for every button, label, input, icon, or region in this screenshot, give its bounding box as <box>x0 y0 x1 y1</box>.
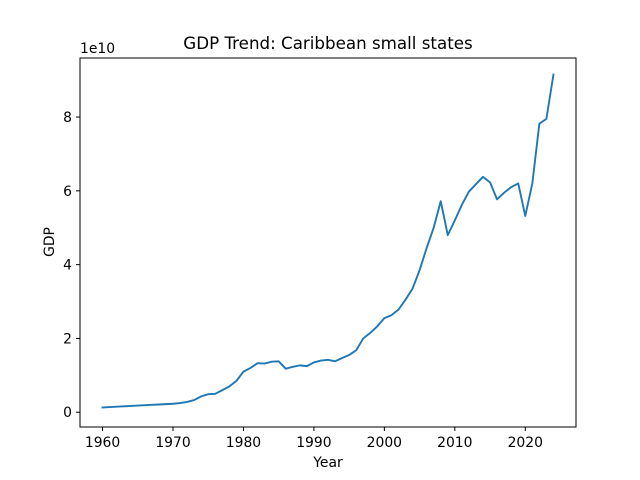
chart-title: GDP Trend: Caribbean small states <box>183 33 472 53</box>
x-tick-label: 2000 <box>367 435 402 451</box>
x-tick-label: 2010 <box>437 435 472 451</box>
y-offset-text: 1e10 <box>80 41 115 57</box>
x-axis-title: Year <box>312 455 343 471</box>
gdp-series-line <box>101 73 555 409</box>
y-tick-label: 6 <box>63 184 72 200</box>
x-tick-label: 1990 <box>296 435 331 451</box>
plot-frame <box>79 57 577 428</box>
plot-area: 1960 1970 1980 1990 2000 2010 2020 0 2 4 6 8 <box>63 57 577 451</box>
y-tick-label: 0 <box>63 405 72 421</box>
x-tick-label: 1980 <box>226 435 261 451</box>
x-tick-label: 2020 <box>508 435 543 451</box>
y-axis-title: GDP <box>42 227 58 257</box>
y-tick-label: 4 <box>63 258 72 274</box>
x-tick-label: 1970 <box>155 435 190 451</box>
y-tick-label: 8 <box>63 110 72 126</box>
x-tick-label: 1960 <box>85 435 120 451</box>
y-tick-label: 2 <box>63 331 72 347</box>
